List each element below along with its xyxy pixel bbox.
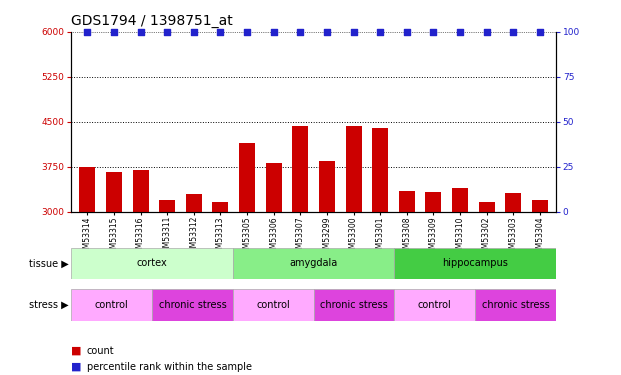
Bar bbox=[452, 189, 468, 375]
Bar bbox=[475, 289, 556, 321]
Bar bbox=[133, 170, 148, 375]
Bar bbox=[71, 248, 233, 279]
Text: ■: ■ bbox=[71, 346, 82, 355]
Point bbox=[83, 29, 93, 35]
Bar bbox=[399, 192, 415, 375]
Text: control: control bbox=[256, 300, 290, 310]
Bar bbox=[425, 192, 442, 375]
Bar bbox=[319, 162, 335, 375]
Point bbox=[455, 29, 465, 35]
Text: control: control bbox=[95, 300, 129, 310]
Text: GDS1794 / 1398751_at: GDS1794 / 1398751_at bbox=[71, 14, 233, 28]
Bar bbox=[159, 201, 175, 375]
Point bbox=[189, 29, 199, 35]
Bar bbox=[479, 202, 494, 375]
Bar bbox=[292, 126, 308, 375]
Bar bbox=[239, 143, 255, 375]
Text: hippocampus: hippocampus bbox=[442, 258, 508, 268]
Bar bbox=[532, 201, 548, 375]
Text: amygdala: amygdala bbox=[289, 258, 338, 268]
Bar bbox=[186, 194, 202, 375]
Text: count: count bbox=[87, 346, 114, 355]
Bar bbox=[266, 163, 282, 375]
Point bbox=[162, 29, 172, 35]
Point bbox=[375, 29, 385, 35]
Text: percentile rank within the sample: percentile rank within the sample bbox=[87, 362, 252, 372]
Bar bbox=[505, 193, 521, 375]
Bar bbox=[314, 289, 394, 321]
Point bbox=[508, 29, 518, 35]
Text: ■: ■ bbox=[71, 362, 82, 372]
Text: control: control bbox=[418, 300, 451, 310]
Point bbox=[296, 29, 306, 35]
Text: chronic stress: chronic stress bbox=[481, 300, 550, 310]
Bar bbox=[106, 172, 122, 375]
Point bbox=[269, 29, 279, 35]
Text: cortex: cortex bbox=[137, 258, 168, 268]
Point bbox=[135, 29, 145, 35]
Point bbox=[428, 29, 438, 35]
Bar bbox=[233, 289, 314, 321]
Bar bbox=[79, 168, 96, 375]
Point bbox=[535, 29, 545, 35]
Point bbox=[215, 29, 225, 35]
Text: stress ▶: stress ▶ bbox=[29, 300, 68, 310]
Point bbox=[402, 29, 412, 35]
Bar bbox=[212, 202, 229, 375]
Bar bbox=[233, 248, 394, 279]
Point bbox=[322, 29, 332, 35]
Bar bbox=[394, 289, 475, 321]
Point bbox=[348, 29, 358, 35]
Bar bbox=[394, 248, 556, 279]
Text: chronic stress: chronic stress bbox=[158, 300, 227, 310]
Bar bbox=[152, 289, 233, 321]
Point bbox=[482, 29, 492, 35]
Bar bbox=[345, 126, 361, 375]
Bar bbox=[71, 289, 152, 321]
Point bbox=[242, 29, 252, 35]
Text: chronic stress: chronic stress bbox=[320, 300, 388, 310]
Bar bbox=[372, 129, 388, 375]
Text: tissue ▶: tissue ▶ bbox=[29, 258, 68, 268]
Point bbox=[109, 29, 119, 35]
